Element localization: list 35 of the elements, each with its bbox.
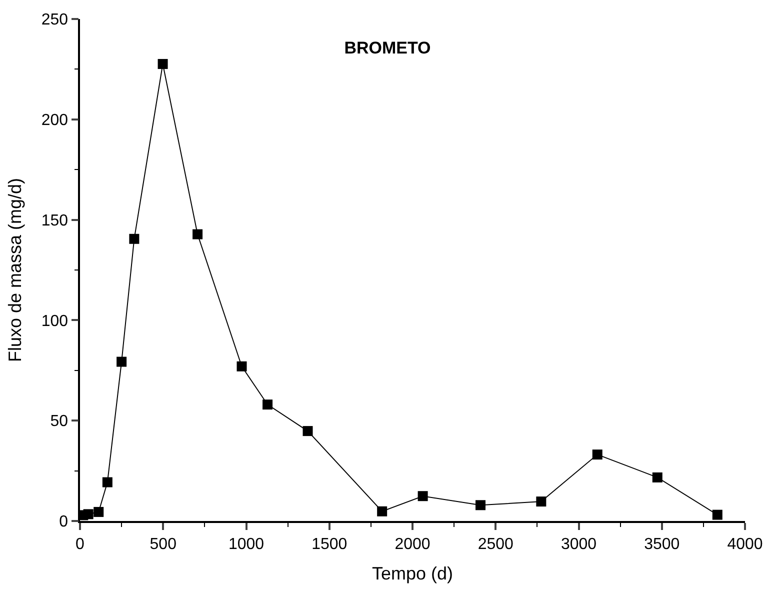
y-tick-label: 100 (41, 312, 68, 330)
point (192, 229, 203, 240)
point (116, 356, 127, 367)
x-tick-label: 0 (76, 536, 85, 553)
y-axis-title: Fluxo de massa (mg/d) (5, 178, 26, 362)
y-tick-label: 150 (41, 212, 68, 230)
point (262, 400, 273, 410)
point (83, 509, 94, 520)
x-tick-label: 4000 (727, 536, 763, 553)
point (94, 506, 104, 517)
x-tick-label: 2500 (478, 536, 514, 553)
point (158, 58, 168, 69)
point (236, 361, 247, 372)
y-tick-label: 50 (50, 413, 68, 430)
y-tick-label: 200 (41, 112, 68, 129)
point (476, 500, 486, 510)
x-tick-label: 1000 (228, 536, 264, 553)
x-axis-title: Tempo (d) (372, 564, 454, 584)
x-tick-label: 3000 (560, 536, 597, 553)
point (102, 477, 112, 488)
y-tick-label: 0 (59, 514, 68, 531)
x-tick-label: 500 (150, 536, 177, 553)
x-tick-label: 1500 (312, 536, 348, 553)
point (129, 234, 140, 244)
x-tick-label: 2000 (394, 536, 430, 553)
text: BROMETO (344, 38, 431, 58)
point (377, 506, 388, 516)
point (418, 491, 428, 502)
y-tick-label: 250 (41, 12, 68, 29)
point (302, 426, 313, 436)
point (712, 510, 722, 520)
point (592, 450, 602, 460)
point (536, 496, 546, 507)
x-tick-label: 3500 (644, 536, 680, 553)
point (652, 472, 662, 482)
